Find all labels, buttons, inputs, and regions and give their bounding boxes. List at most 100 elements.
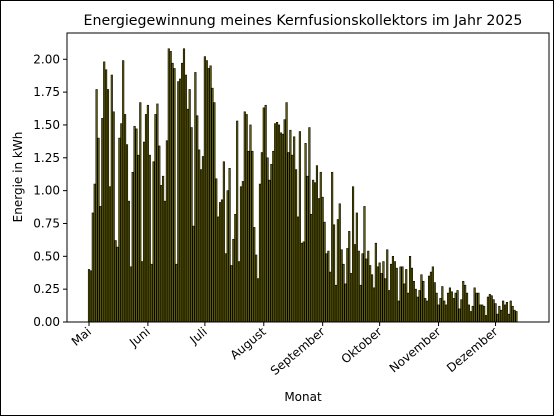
bar [201, 156, 205, 323]
bar [477, 292, 480, 323]
bar [295, 169, 298, 323]
bar [422, 280, 425, 323]
bar [213, 102, 216, 323]
bar [165, 140, 168, 323]
bar [184, 74, 187, 323]
bar [372, 287, 376, 323]
bar [264, 104, 267, 323]
bar [310, 213, 313, 323]
x-tick-label: Juli [186, 325, 209, 348]
bar [234, 213, 237, 323]
bar [296, 216, 300, 323]
bar [407, 292, 410, 323]
bar [173, 68, 176, 323]
bar [306, 175, 309, 323]
bar [224, 253, 227, 323]
bar [391, 256, 395, 323]
bar [190, 127, 193, 323]
bar [427, 275, 431, 323]
bar [226, 190, 229, 323]
bar [247, 150, 250, 323]
bar [458, 308, 461, 323]
bar [376, 266, 379, 323]
bar [513, 309, 516, 323]
bar [200, 169, 203, 323]
bar [367, 250, 370, 323]
bar [258, 183, 262, 323]
bar [148, 154, 151, 323]
bar [238, 261, 241, 323]
bar [281, 133, 284, 323]
bar [188, 89, 191, 323]
y-tick-label: 1.75 [33, 85, 60, 99]
bar [317, 198, 320, 323]
bar [163, 200, 167, 323]
bar [209, 65, 212, 323]
x-tick-label: August [228, 324, 269, 362]
bar [420, 274, 423, 323]
bar [91, 212, 94, 323]
y-axis-ticks: 0.00 0.25 0.50 0.75 1.00 1.25 1.50 1.75 2.00 [33, 52, 67, 329]
bar [230, 265, 233, 323]
bar [181, 62, 184, 323]
plot-area [66, 32, 550, 323]
bar [137, 154, 140, 323]
bar [162, 175, 165, 323]
bar [283, 119, 286, 323]
bar [403, 283, 406, 323]
bar [110, 74, 113, 323]
bar [203, 56, 206, 323]
bar [270, 164, 273, 323]
bar [287, 152, 290, 323]
bar [272, 150, 275, 323]
bar [336, 219, 339, 323]
bar [192, 225, 195, 323]
bar [399, 266, 402, 323]
bar [357, 250, 360, 323]
bar [374, 242, 377, 323]
bar [194, 72, 197, 323]
bar [186, 108, 189, 323]
bar [156, 103, 159, 323]
bar [471, 305, 474, 323]
bar [87, 269, 91, 323]
bar [380, 273, 383, 323]
bar [418, 290, 421, 323]
bar [276, 122, 279, 323]
bar [454, 292, 457, 323]
y-tick-label: 0.75 [33, 216, 60, 230]
bar [475, 292, 478, 323]
bar [351, 186, 355, 323]
bar [196, 115, 199, 323]
x-tick-label: November [387, 325, 444, 376]
bar [135, 128, 138, 323]
bar [112, 111, 115, 323]
x-tick-label: Mai [69, 325, 94, 349]
bar [500, 309, 503, 323]
bar [300, 242, 303, 323]
bar [340, 249, 343, 323]
bar [99, 206, 102, 323]
bar [494, 303, 497, 323]
bar [167, 48, 170, 323]
bar [467, 304, 470, 323]
bar [266, 157, 269, 323]
x-axis-ticks: Mai Juni Juli August September Oktober Novembe… [69, 322, 501, 378]
bar [268, 179, 271, 323]
bar [274, 123, 277, 323]
bar [105, 69, 108, 323]
bar [289, 129, 292, 323]
bar [285, 102, 288, 323]
bar [291, 154, 294, 323]
bar [484, 315, 488, 323]
bar [450, 291, 453, 323]
bar [217, 216, 220, 323]
bar [207, 68, 210, 323]
bar [262, 107, 265, 323]
bar [481, 304, 484, 323]
bar [350, 273, 353, 323]
bar [448, 287, 451, 323]
bar [329, 271, 332, 323]
bar [344, 283, 347, 323]
